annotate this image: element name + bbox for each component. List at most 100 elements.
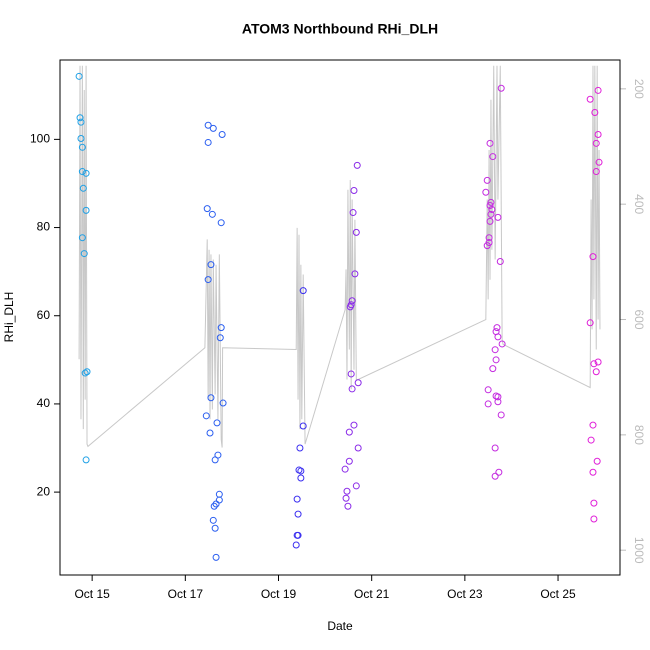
point — [589, 468, 597, 476]
point — [82, 169, 90, 177]
plot-frame — [59, 59, 621, 576]
point — [82, 456, 90, 464]
point — [493, 324, 501, 332]
point — [353, 161, 361, 169]
y2-tick-label: 400 — [632, 194, 646, 214]
point — [484, 400, 492, 408]
point — [494, 398, 502, 406]
point — [494, 333, 502, 341]
point — [206, 429, 214, 437]
point — [297, 467, 305, 475]
point — [486, 202, 494, 210]
point — [211, 524, 219, 532]
point — [80, 250, 88, 258]
point — [347, 370, 355, 378]
point — [219, 399, 227, 407]
point — [595, 158, 603, 166]
chart-title: ATOM3 Northbound RHi_DLH — [242, 21, 438, 37]
point — [483, 176, 491, 184]
point — [487, 198, 495, 206]
point — [496, 258, 504, 266]
point — [341, 465, 349, 473]
point — [487, 210, 495, 218]
point — [77, 134, 85, 142]
point — [345, 457, 353, 465]
point — [210, 502, 218, 510]
point — [494, 213, 502, 221]
point — [587, 436, 595, 444]
point — [593, 457, 601, 465]
y2-tick-label: 200 — [632, 79, 646, 99]
point — [202, 412, 210, 420]
y-tick-label: 100 — [30, 132, 50, 146]
point — [213, 419, 221, 427]
point — [486, 139, 494, 147]
point — [216, 334, 224, 342]
point — [352, 228, 360, 236]
point — [299, 422, 307, 430]
point — [483, 242, 491, 250]
point — [212, 500, 220, 508]
point — [491, 444, 499, 452]
point — [589, 421, 597, 429]
point — [486, 217, 494, 225]
point — [217, 219, 225, 227]
point — [497, 84, 505, 92]
point — [485, 234, 493, 242]
x-tick-label: Oct 23 — [447, 587, 483, 601]
point — [214, 451, 222, 459]
x-tick-label: Oct 19 — [261, 587, 297, 601]
point — [208, 210, 216, 218]
point — [594, 86, 602, 94]
y-tick-label: 60 — [37, 308, 51, 322]
point — [82, 206, 90, 214]
point — [209, 124, 217, 132]
point — [350, 421, 358, 429]
point — [592, 368, 600, 376]
point — [349, 209, 357, 217]
point — [343, 487, 351, 495]
point — [348, 297, 356, 305]
point — [81, 369, 89, 377]
y-tick-label: 20 — [37, 484, 51, 498]
point — [217, 324, 225, 332]
point — [83, 368, 91, 376]
point — [494, 393, 502, 401]
point — [299, 287, 307, 295]
point — [78, 168, 86, 176]
x-tick-label: Oct 21 — [354, 587, 390, 601]
point — [218, 131, 226, 139]
point — [204, 138, 212, 146]
y2-tick-label: 800 — [632, 425, 646, 445]
point — [292, 541, 300, 549]
x-axis-label: Date — [327, 619, 353, 633]
point — [484, 386, 492, 394]
y-tick-label: 80 — [37, 220, 51, 234]
point — [590, 499, 598, 507]
point — [209, 516, 217, 524]
point — [346, 303, 354, 311]
point — [293, 531, 301, 539]
point — [344, 502, 352, 510]
point — [350, 187, 358, 195]
point — [293, 495, 301, 503]
point — [78, 234, 86, 242]
point — [590, 360, 598, 368]
point — [203, 205, 211, 213]
point — [352, 482, 360, 490]
point — [345, 428, 353, 436]
point — [342, 494, 350, 502]
point — [207, 394, 215, 402]
point — [586, 319, 594, 327]
point — [491, 346, 499, 354]
point — [212, 553, 220, 561]
point — [594, 131, 602, 139]
point — [591, 108, 599, 116]
point — [498, 340, 506, 348]
point — [79, 184, 87, 192]
point — [75, 72, 83, 80]
point — [294, 510, 302, 518]
point — [488, 205, 496, 213]
point — [204, 121, 212, 129]
